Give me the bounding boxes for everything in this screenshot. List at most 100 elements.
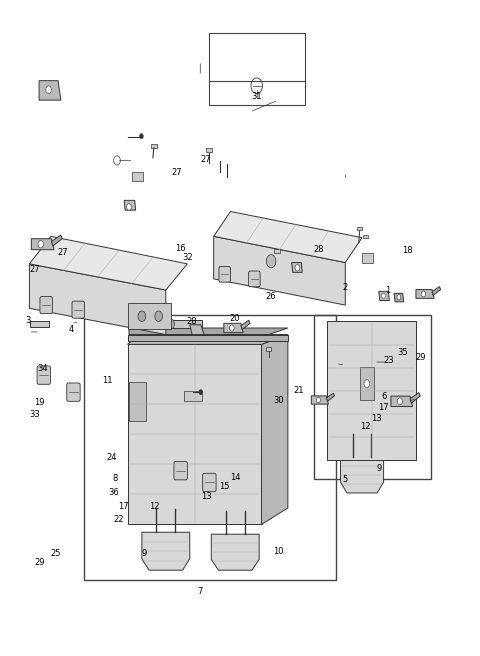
Circle shape — [167, 319, 174, 329]
Text: 14: 14 — [230, 473, 240, 482]
Polygon shape — [130, 320, 202, 328]
Polygon shape — [211, 534, 259, 570]
Circle shape — [46, 86, 51, 94]
FancyBboxPatch shape — [219, 266, 230, 282]
Polygon shape — [379, 291, 389, 300]
Text: 4: 4 — [69, 325, 73, 334]
Bar — [206, 148, 212, 152]
FancyBboxPatch shape — [37, 366, 50, 384]
Text: 32: 32 — [182, 253, 192, 262]
FancyBboxPatch shape — [40, 297, 52, 314]
Circle shape — [138, 311, 146, 321]
Text: 2: 2 — [343, 283, 348, 292]
Text: 12: 12 — [149, 502, 159, 510]
Circle shape — [316, 398, 320, 403]
Bar — [275, 249, 280, 253]
Text: 25: 25 — [50, 548, 61, 558]
Polygon shape — [326, 393, 335, 401]
Text: 26: 26 — [266, 292, 276, 301]
Polygon shape — [124, 200, 136, 210]
Bar — [266, 347, 271, 350]
Text: 28: 28 — [313, 245, 324, 254]
Circle shape — [143, 319, 151, 329]
Circle shape — [266, 255, 276, 268]
Polygon shape — [241, 320, 250, 329]
Text: 17: 17 — [378, 403, 389, 413]
FancyBboxPatch shape — [203, 474, 216, 491]
Text: 27: 27 — [30, 264, 40, 274]
Text: 20: 20 — [229, 314, 240, 323]
Text: 30: 30 — [273, 396, 284, 405]
Polygon shape — [214, 236, 345, 305]
FancyBboxPatch shape — [249, 271, 260, 287]
Polygon shape — [142, 532, 190, 570]
Bar — [209, 33, 305, 106]
Bar — [132, 172, 143, 180]
Text: 13: 13 — [201, 493, 212, 501]
Polygon shape — [432, 287, 441, 295]
Circle shape — [397, 295, 401, 300]
Text: 27: 27 — [58, 247, 68, 256]
Bar — [362, 253, 372, 262]
Text: 31: 31 — [252, 92, 262, 102]
Bar — [129, 382, 146, 421]
Text: 18: 18 — [402, 246, 413, 255]
Polygon shape — [29, 236, 187, 290]
Circle shape — [199, 390, 203, 395]
Polygon shape — [129, 328, 288, 335]
Bar — [314, 315, 432, 479]
Text: 17: 17 — [118, 502, 129, 510]
Text: 16: 16 — [175, 243, 185, 253]
FancyBboxPatch shape — [174, 462, 187, 480]
Polygon shape — [327, 321, 416, 461]
Text: 36: 36 — [109, 489, 120, 497]
Circle shape — [421, 291, 426, 297]
Bar — [183, 391, 202, 401]
Bar — [84, 315, 336, 580]
Polygon shape — [394, 293, 404, 302]
Text: 34: 34 — [37, 364, 48, 373]
Bar — [360, 367, 374, 400]
Text: 28: 28 — [187, 317, 197, 326]
Circle shape — [397, 398, 402, 405]
Text: 29: 29 — [35, 558, 45, 567]
Text: 8: 8 — [112, 474, 117, 483]
Circle shape — [140, 134, 144, 139]
Text: 9: 9 — [376, 464, 382, 473]
Circle shape — [127, 203, 132, 210]
Text: 3: 3 — [26, 316, 31, 325]
Polygon shape — [262, 335, 288, 524]
Polygon shape — [29, 264, 166, 335]
Circle shape — [364, 380, 370, 388]
Text: 7: 7 — [198, 586, 203, 596]
Text: 1: 1 — [385, 285, 390, 295]
Text: 21: 21 — [293, 386, 304, 395]
Circle shape — [251, 78, 263, 94]
FancyBboxPatch shape — [67, 383, 80, 401]
Polygon shape — [292, 262, 302, 272]
Bar — [151, 144, 157, 148]
Polygon shape — [224, 323, 243, 333]
Circle shape — [229, 325, 234, 331]
Polygon shape — [128, 344, 262, 524]
Polygon shape — [340, 457, 384, 493]
Circle shape — [114, 156, 120, 165]
Text: 27: 27 — [200, 155, 211, 163]
Text: 35: 35 — [397, 348, 408, 358]
Bar — [128, 303, 170, 329]
Polygon shape — [190, 325, 204, 335]
Text: 13: 13 — [371, 414, 382, 423]
Circle shape — [382, 293, 385, 298]
Polygon shape — [128, 335, 288, 341]
Polygon shape — [128, 335, 288, 344]
FancyBboxPatch shape — [72, 301, 84, 318]
Polygon shape — [39, 81, 61, 100]
Bar — [363, 235, 368, 238]
Text: 5: 5 — [343, 476, 348, 484]
Circle shape — [38, 241, 43, 248]
Polygon shape — [51, 235, 62, 246]
Text: 10: 10 — [273, 547, 284, 556]
Text: 12: 12 — [360, 422, 371, 431]
Polygon shape — [391, 396, 413, 407]
Circle shape — [295, 264, 300, 271]
